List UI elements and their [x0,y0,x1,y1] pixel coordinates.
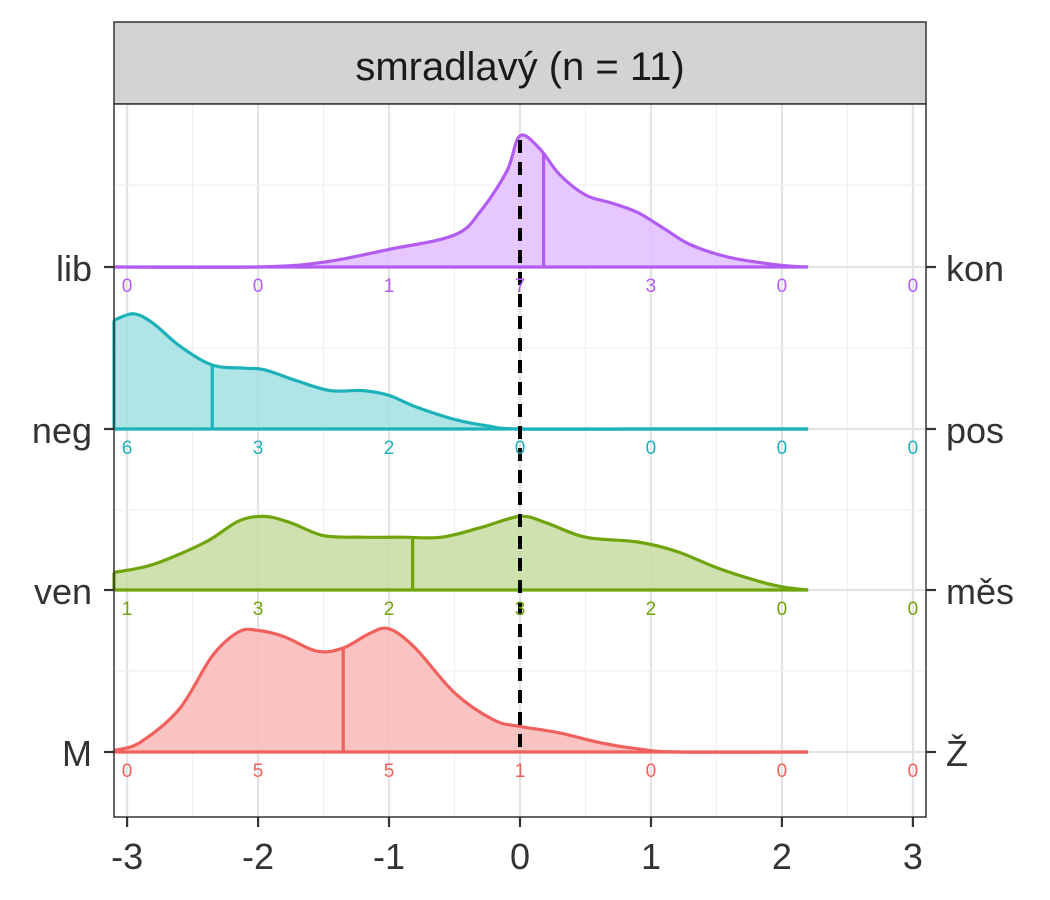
count-label: 0 [777,761,788,782]
ridge-M-Ž [112,626,809,754]
count-label: 0 [777,438,788,459]
density-area [114,628,809,753]
y-tick-label-right: kon [946,248,1004,289]
count-label: 5 [384,761,395,782]
count-label: 6 [122,438,133,459]
count-label: 2 [384,438,395,459]
count-label: 0 [515,438,526,459]
count-labels: 0 0 1 7 3 0 0 6 3 2 0 0 0 0 1 3 2 3 2 0 0 0 5 5 1 0 0 0 [122,276,918,782]
count-label: 0 [908,438,919,459]
density-line [113,514,809,592]
count-label: 3 [253,438,264,459]
facet-strip [113,21,927,105]
count-label: 0 [122,761,133,782]
count-label: 0 [253,276,264,297]
count-label: 0 [646,761,657,782]
count-label: 3 [253,599,264,620]
ridge-lib-kon [113,133,809,269]
count-label: 3 [515,599,526,620]
x-tick-label: -1 [373,836,405,877]
density-area [114,313,809,430]
y-tick-label-right: pos [946,410,1004,451]
x-tick-label: -2 [242,836,274,877]
y-tick-label-right: Ž [946,733,968,774]
count-label: 1 [122,599,133,620]
density-line [113,133,809,269]
x-tick-label: 2 [772,836,792,877]
y-tick-label-left: ven [34,571,92,612]
count-label: 1 [384,276,395,297]
count-label: 3 [646,276,657,297]
count-label: 0 [122,276,133,297]
y-tick-label-left: lib [56,248,92,289]
y-tick-label-right: měs [946,571,1014,612]
count-label: 0 [646,438,657,459]
x-tick-label: 3 [903,836,923,877]
count-label: 1 [515,761,526,782]
count-label: 2 [384,599,395,620]
count-label: 5 [253,761,264,782]
count-label: 0 [908,276,919,297]
count-label: 2 [646,599,657,620]
count-label: 0 [777,599,788,620]
y-tick-label-left: neg [32,410,92,451]
x-tick-label: 1 [641,836,661,877]
y-tick-label-left: M [62,733,92,774]
density-line [113,626,809,754]
density-area [114,516,809,590]
facet-title: smradlavý (n = 11) [355,45,684,89]
ridges [112,133,809,754]
count-label: 0 [908,761,919,782]
count-label: 0 [908,599,919,620]
count-label: 7 [515,276,526,297]
count-label: 0 [777,276,788,297]
density-area [114,135,809,268]
x-tick-label: 0 [510,836,530,877]
axes: lib kon neg pos ven měs M Ž -3 -2 -1 0 1 2 3 [32,248,1014,877]
x-tick-label: -3 [111,836,143,877]
